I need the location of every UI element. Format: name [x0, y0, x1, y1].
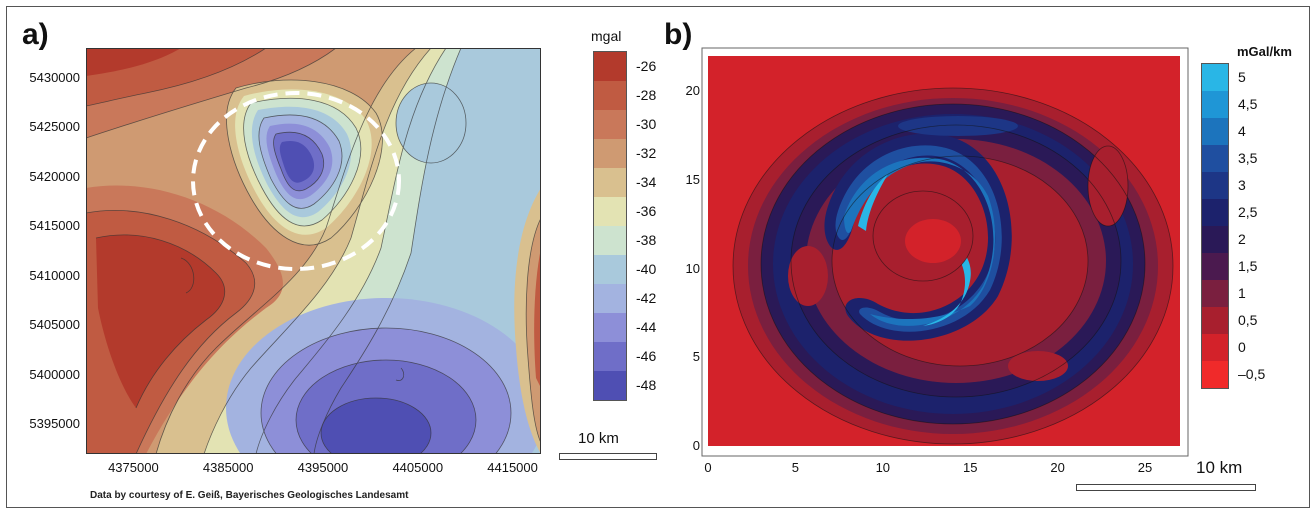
plot-b-ytick-label: 10 [685, 260, 700, 276]
colorbar-b-color-swatch [1202, 145, 1228, 172]
colorbar-b-tick-label: 4,5 [1238, 95, 1258, 112]
colorbar-a-tick-label: -34 [636, 173, 657, 190]
plot-a-ytick-label: 5425000 [29, 119, 80, 135]
panel-b-letter: b) [664, 18, 693, 51]
colorbar-b-tick-label: 2 [1238, 230, 1246, 247]
colorbar-b-color-swatch [1202, 118, 1228, 145]
plot-a-xtick-label: 4395000 [297, 460, 349, 475]
plot-a-ytick-label: 5430000 [29, 69, 80, 85]
colorbar-b-color-swatch [1202, 64, 1228, 91]
colorbar-a-color-swatch [594, 371, 626, 400]
colorbar-a-color-swatch [594, 139, 626, 168]
colorbar-b-color-swatch [1202, 226, 1228, 253]
colorbar-a-tick-label: -32 [636, 144, 657, 161]
colorbar-a-color-swatch [594, 168, 626, 197]
colorbar-b-color-swatch [1202, 334, 1228, 361]
colorbar-b-color-swatch [1202, 91, 1228, 118]
colorbar-b-tick-label: 3 [1238, 176, 1246, 193]
colorbar-a-tick-label: -42 [636, 289, 657, 306]
colorbar-a-tick-label: -38 [636, 231, 657, 248]
scale-b-bar [1076, 484, 1256, 491]
plot-b-ytick-label: 5 [692, 349, 700, 365]
scale-b-label: 10 km [1196, 458, 1243, 477]
colorbar-a-color-swatch [594, 313, 626, 342]
colorbar-b-tick-label: 1 [1238, 284, 1246, 301]
colorbar-b-color-swatch [1202, 361, 1228, 388]
colorbar-a-color-swatch [594, 226, 626, 255]
plot-a-xtick-label: 4385000 [202, 460, 254, 475]
panel-a-letter: a) [22, 18, 49, 51]
colorbar-b-tick-label: 5 [1238, 68, 1246, 85]
colorbar-b-tick-label: 2,5 [1238, 203, 1258, 220]
plot-a-ytick-label: 5410000 [29, 267, 80, 283]
plot-a-ytick-label: 5400000 [29, 366, 80, 382]
colorbar-a-tick-label: -48 [636, 376, 657, 393]
colorbar-b-color-swatch [1202, 307, 1228, 334]
plot-a-xtick-label: 4375000 [108, 460, 159, 475]
colorbar-a-color-swatch [594, 52, 626, 81]
scale-a-label: 10 km [578, 430, 619, 447]
plot-b-xtick-label: 25 [1137, 460, 1153, 475]
colorbar-a-tick-label: -44 [636, 318, 657, 335]
plot-a-xtick-label: 4415000 [487, 460, 538, 475]
colorbar-a-color-swatch [594, 81, 626, 110]
colorbar-a-tick-label: -28 [636, 86, 657, 103]
colorbar-a-color-swatch [594, 255, 626, 284]
colorbar-b-tick-label: 0 [1238, 338, 1246, 355]
colorbar-b-tick-label: –0,5 [1238, 365, 1266, 382]
colorbar-b-tick-label: 3,5 [1238, 149, 1258, 166]
plot-b-xtick-label: 5 [791, 460, 800, 475]
colorbar-a-border [593, 51, 627, 401]
plot-b-xtick-label: 0 [704, 460, 712, 475]
colorbar-b-color-swatch [1202, 253, 1228, 280]
colorbar-b-color-swatch [1202, 280, 1228, 307]
plot-a-xtick-label: 4405000 [392, 460, 444, 475]
plot-b-horizontal-gradient-map [708, 56, 1180, 446]
colorbar-b-tick-label: 4 [1238, 122, 1246, 139]
plot-a-ytick-label: 5415000 [29, 218, 80, 234]
colorbar-a-tick-label: -36 [636, 202, 657, 219]
data-credit: Data by courtesy of E. Geiß, Bayerisches… [90, 490, 409, 501]
plot-b-xtick-label: 15 [962, 460, 978, 475]
colorbar-a-unit: mgal [591, 28, 622, 44]
plot-b-ytick-label: 0 [692, 438, 700, 453]
colorbar-b-unit: mGal/km [1237, 44, 1292, 59]
colorbar-a-tick-label: -26 [636, 57, 657, 74]
plot-b-ytick-label: 15 [685, 172, 700, 188]
plot-b-xtick-label: 10 [875, 460, 891, 475]
colorbar-a-color-swatch [594, 342, 626, 371]
colorbar-b-color-swatch [1202, 199, 1228, 226]
colorbar-b-border [1201, 63, 1229, 389]
colorbar-a-tick-label: -30 [636, 115, 657, 132]
plot-b-xtick-label: 20 [1050, 460, 1065, 475]
scale-a-bar [559, 453, 657, 460]
plot-a-ytick-label: 5420000 [29, 168, 80, 184]
colorbar-a-color-swatch [594, 197, 626, 226]
plot-b-axes-frame [701, 47, 1189, 457]
colorbar-b-tick-label: 0,5 [1238, 311, 1258, 328]
plot-a-ytick-label: 5395000 [29, 416, 80, 432]
plot-a-bouguer-anomaly-map [86, 48, 541, 454]
colorbar-a-color-swatch [594, 284, 626, 313]
colorbar-b-tick-label: 1,5 [1238, 257, 1258, 274]
colorbar-b-color-swatch [1202, 172, 1228, 199]
plot-b-ytick-label: 20 [685, 83, 700, 99]
plot-a-ytick-label: 5405000 [29, 317, 80, 333]
colorbar-a-tick-label: -46 [636, 347, 657, 364]
colorbar-a-tick-label: -40 [636, 260, 657, 277]
colorbar-a-color-swatch [594, 110, 626, 139]
